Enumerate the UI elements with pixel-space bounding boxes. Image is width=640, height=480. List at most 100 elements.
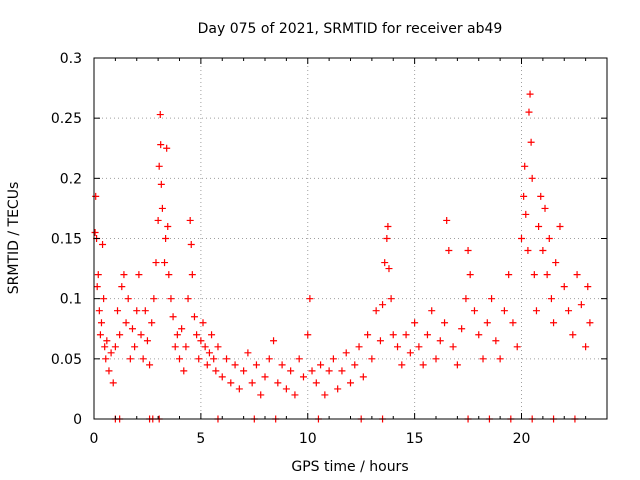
- data-point: [449, 343, 457, 351]
- data-point: [462, 295, 470, 303]
- data-point: [205, 349, 213, 357]
- data-point: [137, 331, 145, 339]
- data-point: [265, 355, 273, 363]
- data-point: [184, 295, 192, 303]
- data-point: [165, 271, 173, 279]
- data-point: [156, 111, 164, 119]
- data-point: [524, 247, 532, 255]
- x-tick-label: 10: [299, 431, 317, 447]
- y-tick-label: 0.1: [60, 292, 82, 308]
- data-point: [193, 331, 201, 339]
- y-tick-label: 0.3: [60, 51, 82, 67]
- data-point: [114, 307, 122, 315]
- data-point: [584, 283, 592, 291]
- data-point: [530, 271, 538, 279]
- data-point: [428, 307, 436, 315]
- data-point: [214, 343, 222, 351]
- data-point: [466, 271, 474, 279]
- data-point: [509, 319, 517, 327]
- data-point: [107, 349, 115, 357]
- data-point: [157, 180, 165, 188]
- data-point: [458, 325, 466, 333]
- data-point: [488, 295, 496, 303]
- data-point: [102, 355, 110, 363]
- data-point: [545, 235, 553, 242]
- data-point: [470, 307, 478, 315]
- y-tick-label: 0.2: [60, 171, 82, 187]
- data-point: [492, 337, 500, 345]
- data-point: [541, 204, 549, 212]
- data-point: [141, 307, 149, 315]
- data-point: [573, 271, 581, 279]
- data-point: [109, 379, 117, 387]
- data-point: [453, 361, 461, 369]
- data-point: [384, 222, 392, 230]
- data-point: [406, 349, 414, 357]
- data-point: [389, 331, 397, 339]
- data-point: [577, 301, 585, 309]
- data-point: [547, 295, 555, 303]
- data-point: [227, 379, 235, 387]
- data-point: [526, 90, 534, 98]
- data-point: [99, 241, 107, 249]
- data-point: [304, 331, 312, 339]
- data-point: [128, 325, 136, 333]
- data-point: [582, 343, 590, 351]
- data-point: [282, 385, 290, 393]
- data-point: [338, 367, 346, 375]
- data-point: [203, 361, 211, 369]
- data-point: [103, 337, 111, 345]
- data-point: [152, 259, 160, 267]
- data-point: [347, 379, 354, 387]
- data-point: [161, 259, 169, 267]
- data-point: [101, 343, 109, 351]
- y-tick-label: 0.15: [51, 232, 82, 248]
- data-point: [120, 271, 128, 279]
- data-point: [291, 391, 299, 399]
- data-point: [92, 192, 100, 200]
- data-point: [527, 138, 535, 146]
- data-point: [351, 361, 359, 369]
- data-point: [500, 307, 508, 315]
- data-point: [231, 361, 239, 369]
- data-point: [376, 337, 384, 345]
- data-point: [532, 307, 540, 315]
- x-tick-label: 0: [90, 431, 99, 447]
- data-point: [257, 391, 265, 399]
- data-point: [91, 228, 99, 236]
- x-tick-label: 15: [406, 431, 424, 447]
- data-point: [436, 337, 444, 345]
- data-point: [394, 343, 402, 351]
- data-point: [306, 295, 314, 303]
- data-point: [334, 385, 342, 393]
- data-point: [355, 343, 363, 351]
- data-point: [190, 313, 198, 321]
- data-point: [402, 331, 410, 339]
- data-point: [223, 355, 231, 363]
- data-point: [150, 295, 158, 303]
- data-point: [329, 355, 337, 363]
- data-point: [464, 247, 472, 255]
- data-point: [528, 174, 536, 182]
- data-point: [537, 192, 545, 200]
- data-point: [550, 319, 558, 327]
- data-point: [187, 241, 195, 249]
- data-point: [443, 216, 451, 224]
- data-point: [93, 283, 101, 291]
- data-point: [146, 361, 154, 369]
- data-point: [287, 367, 295, 375]
- data-point: [212, 367, 220, 375]
- data-point: [521, 162, 529, 170]
- data-point: [195, 355, 203, 363]
- data-point: [201, 343, 209, 351]
- y-tick-label: 0: [73, 412, 82, 428]
- data-point: [483, 319, 491, 327]
- data-point: [126, 355, 134, 363]
- data-point: [423, 331, 431, 339]
- data-point: [171, 343, 179, 351]
- data-point: [552, 259, 560, 267]
- data-point: [235, 385, 243, 393]
- data-point: [124, 295, 132, 303]
- data-point: [586, 319, 594, 327]
